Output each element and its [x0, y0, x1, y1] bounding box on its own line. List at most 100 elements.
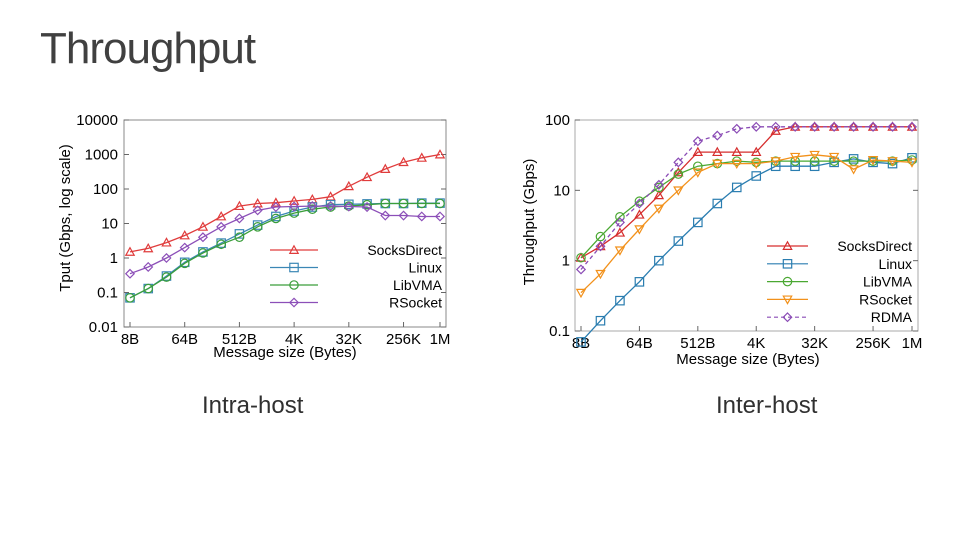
legend-marker	[289, 280, 299, 290]
data-point	[654, 255, 664, 266]
y-tick-label: 1000	[85, 147, 118, 164]
data-point	[693, 161, 703, 172]
data-point	[692, 146, 704, 157]
data-point	[692, 168, 704, 178]
x-tick-label: 4K	[285, 331, 303, 348]
legend-label: Linux	[879, 256, 912, 272]
data-point	[868, 121, 879, 132]
inter-host-caption: Inter-host	[716, 392, 818, 419]
x-tick-label: 256K	[856, 335, 891, 352]
data-point	[614, 246, 626, 256]
slide-title: Throughput	[40, 24, 256, 73]
data-point	[197, 221, 209, 231]
x-tick-label: 1M	[902, 335, 923, 352]
data-point	[380, 163, 391, 173]
x-tick-label: 64B	[171, 331, 198, 348]
data-point	[614, 217, 625, 228]
data-point	[653, 179, 664, 190]
legend-item-rsocket: RSocket	[270, 295, 442, 311]
data-point	[595, 315, 606, 326]
data-point	[434, 211, 446, 222]
data-point	[809, 156, 820, 166]
data-point	[161, 272, 172, 282]
data-point	[343, 180, 355, 191]
y-tick-label: 10	[553, 182, 570, 199]
data-point	[770, 121, 781, 132]
data-point	[693, 217, 703, 228]
data-point	[398, 156, 409, 167]
x-tick-label: 4K	[747, 335, 765, 352]
data-point	[809, 121, 820, 132]
legend-label: RSocket	[859, 291, 912, 307]
y-tick-label: 1	[110, 250, 118, 267]
data-point	[234, 213, 245, 224]
data-point	[380, 198, 391, 209]
x-tick-label: 8B	[121, 331, 139, 348]
data-point	[809, 161, 820, 172]
x-tick-label: 32K	[335, 331, 362, 348]
data-point	[887, 157, 898, 167]
data-point	[124, 246, 136, 256]
legend-marker	[782, 240, 793, 250]
series-line-libvma	[129, 202, 440, 299]
y-tick-label: 1	[562, 253, 570, 270]
data-point	[252, 222, 263, 232]
data-point	[325, 201, 336, 212]
data-point	[125, 293, 135, 303]
data-point	[731, 182, 742, 193]
series-socksdirect	[124, 149, 446, 256]
data-point	[692, 136, 703, 147]
data-point	[615, 295, 625, 306]
data-point	[124, 268, 136, 279]
legend-label: SocksDirect	[367, 242, 442, 258]
data-point	[751, 159, 762, 170]
data-point	[252, 205, 263, 216]
data-point	[751, 171, 762, 181]
data-point	[361, 171, 373, 182]
data-point	[731, 146, 742, 157]
data-point	[197, 232, 208, 243]
data-point	[712, 198, 723, 209]
legend-marker	[782, 259, 793, 269]
y-axis-label: Tput (Gbps, log scale)	[57, 144, 74, 292]
data-point	[216, 239, 226, 250]
data-point	[325, 202, 336, 212]
intra-host-caption: Intra-host	[202, 392, 304, 419]
legend-label: LibVMA	[863, 274, 913, 290]
data-point	[270, 201, 281, 213]
y-axis-label: Throughput (Gbps)	[521, 159, 538, 286]
x-tick-label: 512B	[680, 335, 715, 352]
data-point	[673, 186, 684, 196]
data-point	[289, 208, 299, 218]
data-point	[575, 288, 587, 299]
data-point	[614, 227, 626, 237]
data-point	[362, 199, 372, 210]
data-point	[416, 152, 427, 162]
legend-item-libvma: LibVMA	[767, 274, 913, 290]
data-point	[216, 221, 227, 232]
data-point	[673, 157, 684, 168]
data-point	[770, 161, 781, 172]
data-point	[576, 252, 586, 263]
data-point	[615, 212, 625, 222]
data-point	[634, 198, 645, 209]
legend-marker	[782, 295, 793, 305]
y-tick-label: 10	[101, 216, 118, 233]
legend-marker	[289, 262, 299, 273]
data-point	[434, 149, 446, 159]
legend-marker	[782, 312, 793, 323]
legend-item-libvma: LibVMA	[270, 277, 443, 293]
series-rsocket	[575, 150, 918, 299]
legend-label: Linux	[409, 260, 442, 276]
data-point	[867, 156, 879, 166]
data-point	[673, 169, 684, 179]
data-point	[829, 121, 840, 132]
data-point	[731, 159, 742, 170]
y-tick-label: 100	[93, 181, 118, 198]
plot-frame	[574, 119, 919, 332]
x-tick-label: 256K	[386, 331, 421, 348]
y-tick-label: 0.1	[97, 285, 118, 302]
data-point	[143, 283, 154, 294]
